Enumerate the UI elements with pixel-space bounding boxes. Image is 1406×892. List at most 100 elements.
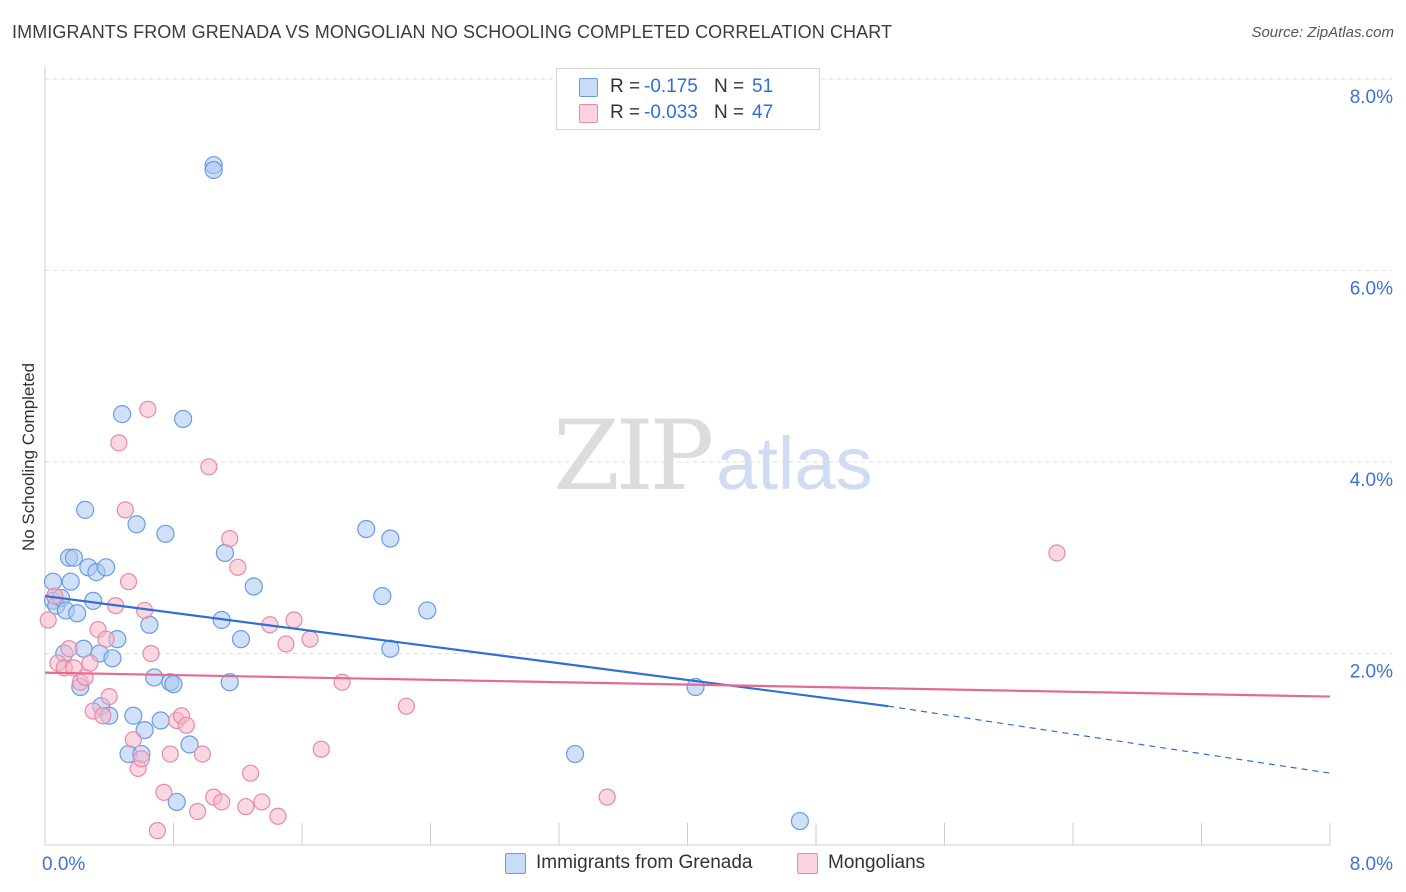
y-axis-label: No Schooling Completed (19, 362, 38, 552)
mongolian-point (285, 611, 303, 629)
source-label: Source: ZipAtlas.com (1251, 24, 1394, 41)
y-tick-label: 2.0% (1350, 662, 1393, 683)
grenada-point (220, 673, 239, 692)
mongolian-point (213, 793, 231, 811)
grenada-point (790, 811, 810, 831)
grenada-point (686, 677, 705, 697)
r-label: R = (610, 102, 641, 123)
grenada-point (135, 720, 154, 740)
mongolian-point (110, 434, 128, 452)
mongolian-point (148, 822, 167, 840)
mongolian-point (229, 558, 247, 576)
legend-swatch-mongolians (579, 103, 598, 123)
grenada-point (167, 792, 186, 812)
mongolian-point (188, 802, 207, 821)
n-label: N = (714, 76, 745, 97)
x-tick-label: 8.0% (1350, 854, 1393, 875)
mongolian-point (1048, 544, 1066, 562)
mongolian-point (65, 659, 83, 677)
stats-row-mongolians: R = -0.033 N = 47 (579, 100, 773, 126)
grenada-point (357, 519, 376, 539)
stats-row-grenada: R = -0.175 N = 51 (579, 74, 773, 100)
mongolian-point (193, 745, 212, 763)
stats-legend: R = -0.175 N = 51 R = -0.033 N = 47 (556, 68, 820, 130)
n-value: 51 (752, 76, 774, 97)
mongolian-point (139, 400, 157, 418)
mongolian-point (237, 798, 255, 816)
mongolian-point (81, 654, 99, 672)
watermark-atlas: atlas (716, 422, 873, 505)
mongolian-point (119, 573, 138, 591)
grenada-point (127, 515, 146, 534)
grenada-point (381, 529, 400, 548)
grenada-point (244, 577, 263, 596)
r-value: -0.033 (644, 102, 698, 123)
mongolian-point (333, 673, 351, 691)
grenada-point (204, 160, 223, 180)
mongolian-point (142, 644, 160, 663)
grenada-point (103, 649, 122, 668)
n-label: N = (714, 102, 745, 123)
x-tick-label: 0.0% (42, 854, 85, 875)
watermark-zip: ZIP (553, 400, 714, 512)
grenada-point (68, 604, 87, 623)
grenada-point (373, 586, 392, 606)
grenada-point (76, 500, 95, 519)
series-legend: Immigrants from Grenada Mongolians (0, 852, 1406, 878)
legend-label-grenada: Immigrants from Grenada (536, 852, 753, 873)
mongolian-point (76, 668, 94, 687)
grenada-point (231, 630, 251, 649)
mongolian-point (116, 501, 134, 519)
grenada-point (418, 601, 437, 620)
y-tick-label: 4.0% (1350, 470, 1393, 491)
mongolian-point (221, 529, 239, 548)
mongolian-point (97, 630, 115, 648)
grenada-trend-line-extension (888, 705, 1331, 774)
mongolian-point (253, 793, 271, 811)
mongolian-trend-line (44, 671, 1331, 698)
chart-title: IMMIGRANTS FROM GRENADA VS MONGOLIAN NO … (12, 22, 893, 42)
grenada-point (124, 706, 143, 725)
mongolian-point (312, 740, 330, 758)
mongolian-point (39, 611, 57, 629)
mongolian-point (269, 807, 287, 825)
y-tick-label: 6.0% (1350, 279, 1393, 300)
mongolian-point (155, 783, 173, 801)
grenada-point (164, 675, 183, 694)
r-label: R = (610, 76, 641, 97)
mongolian-point (100, 687, 118, 706)
grenada-point (151, 711, 170, 730)
mongolian-point (161, 745, 179, 763)
grenada-point (112, 405, 132, 424)
mongolian-point (200, 458, 218, 476)
legend-label-mongolians: Mongolians (828, 852, 926, 873)
legend-swatch-grenada (505, 852, 526, 874)
r-value: -0.175 (644, 76, 698, 97)
grenada-trend-line (44, 594, 889, 708)
legend-swatch-grenada (579, 77, 598, 97)
mongolian-point (397, 697, 416, 715)
mongolian-point (60, 640, 78, 658)
watermark: ZIPatlas (553, 400, 873, 512)
grenada-point (180, 735, 199, 754)
grenada-point (145, 668, 164, 687)
legend-item-mongolians[interactable]: Mongolians (797, 852, 925, 874)
mongolian-point (277, 635, 295, 653)
mongolian-point (242, 764, 260, 782)
legend-swatch-mongolians (797, 852, 818, 874)
mongolian-point (301, 630, 319, 648)
n-value: 47 (752, 102, 774, 123)
grenada-point (565, 744, 585, 764)
mongolian-point (94, 707, 112, 725)
grenada-point (174, 409, 193, 429)
grenada-point (156, 524, 175, 543)
y-tick-label: 8.0% (1350, 87, 1393, 108)
grenada-point (61, 572, 80, 591)
grenada-point (96, 558, 116, 577)
mongolian-point (177, 716, 195, 734)
grenada-point (64, 548, 84, 567)
mongolian-point (132, 750, 150, 768)
mongolian-point (598, 788, 616, 806)
legend-item-grenada[interactable]: Immigrants from Grenada (505, 852, 752, 874)
